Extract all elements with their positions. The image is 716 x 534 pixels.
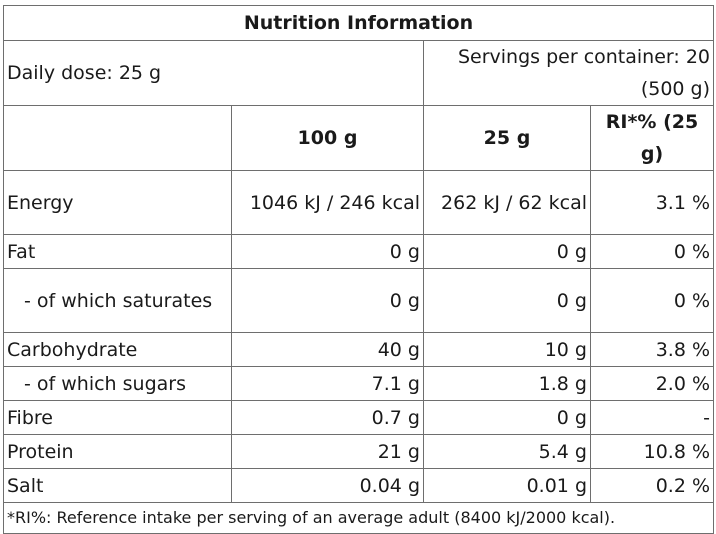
servings-per-container: Servings per container: 20 (500 g) [422, 40, 715, 106]
table-row: Carbohydrate 40 g 10 g 3.8 % [3, 332, 715, 367]
value-100g: 21 g [231, 434, 424, 469]
value-100g: 7.1 g [231, 366, 424, 401]
value-ri: 3.1 % [589, 170, 715, 235]
value-ri: 3.8 % [589, 332, 715, 367]
row-label: - of which saturates [3, 268, 232, 333]
column-header-ri: RI*% (25 g) [589, 105, 715, 171]
table-row: Fibre 0.7 g 0 g - [3, 400, 715, 435]
daily-dose: Daily dose: 25 g [3, 40, 424, 106]
title-row: Nutrition Information [2, 5, 715, 41]
value-ri: 2.0 % [589, 366, 715, 401]
row-label: - of which sugars [3, 366, 232, 401]
header-empty-cell [3, 105, 232, 171]
value-ri: 0 % [589, 268, 715, 333]
header-row: 100 g 25 g RI*% (25 g) [3, 105, 715, 171]
value-100g: 1046 kJ / 246 kcal [231, 170, 424, 235]
table-row: Salt 0.04 g 0.01 g 0.2 % [3, 468, 715, 503]
value-25g: 10 g [423, 332, 591, 367]
value-100g: 0.04 g [231, 468, 424, 503]
table-row: - of which saturates 0 g 0 g 0 % [3, 268, 715, 333]
table-row: Fat 0 g 0 g 0 % [3, 234, 715, 269]
value-100g: 0 g [231, 234, 424, 269]
value-25g: 0.01 g [423, 468, 591, 503]
value-ri: 0 % [589, 234, 715, 269]
row-label: Protein [3, 434, 232, 469]
dose-row: Daily dose: 25 g Servings per container:… [3, 40, 715, 106]
value-ri: - [589, 400, 715, 435]
footnote-row: *RI%: Reference intake per serving of an… [2, 502, 715, 534]
row-label: Salt [3, 468, 232, 503]
footnote: *RI%: Reference intake per serving of an… [2, 502, 715, 534]
value-25g: 0 g [423, 400, 591, 435]
value-ri: 10.8 % [589, 434, 715, 469]
value-25g: 1.8 g [423, 366, 591, 401]
nutrition-table: Nutrition Information Daily dose: 25 g S… [2, 5, 715, 534]
value-ri: 0.2 % [589, 468, 715, 503]
value-25g: 0 g [423, 234, 591, 269]
column-header-100g: 100 g [231, 105, 424, 171]
row-label: Fibre [3, 400, 232, 435]
table-row: Energy 1046 kJ / 246 kcal 262 kJ / 62 kc… [3, 170, 715, 235]
row-label: Fat [3, 234, 232, 269]
table-title: Nutrition Information [2, 5, 715, 41]
value-25g: 5.4 g [423, 434, 591, 469]
table-row: - of which sugars 7.1 g 1.8 g 2.0 % [3, 366, 715, 401]
value-100g: 40 g [231, 332, 424, 367]
value-25g: 0 g [423, 268, 591, 333]
table-row: Protein 21 g 5.4 g 10.8 % [3, 434, 715, 469]
value-100g: 0 g [231, 268, 424, 333]
row-label: Energy [3, 170, 232, 235]
value-25g: 262 kJ / 62 kcal [423, 170, 591, 235]
row-label: Carbohydrate [3, 332, 232, 367]
value-100g: 0.7 g [231, 400, 424, 435]
column-header-25g: 25 g [423, 105, 591, 171]
